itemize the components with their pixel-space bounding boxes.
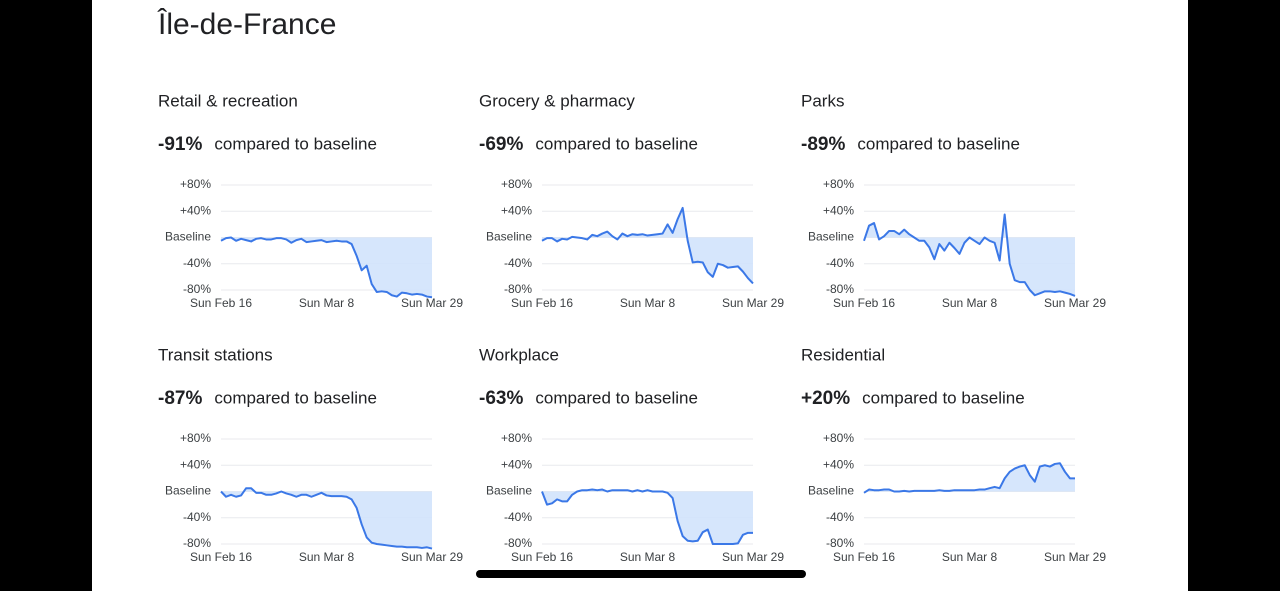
x-tick-label: Sun Mar 8 <box>620 296 676 310</box>
x-tick-label: Sun Feb 16 <box>511 550 573 564</box>
y-tick-label: Baseline <box>165 230 211 244</box>
headline-value: -63% <box>479 388 523 409</box>
headline-note: compared to baseline <box>857 134 1020 153</box>
y-tick-label: -80% <box>504 282 532 296</box>
y-tick-label: +40% <box>501 203 532 217</box>
x-tick-label: Sun Mar 29 <box>722 296 784 310</box>
headline-value: -69% <box>479 134 523 155</box>
x-tick-label: Sun Mar 29 <box>1044 296 1106 310</box>
y-tick-label: -80% <box>826 282 854 296</box>
x-tick-label: Sun Feb 16 <box>833 296 895 310</box>
headline-value: +20% <box>801 388 850 409</box>
y-tick-label: -40% <box>826 510 854 524</box>
chart-title: Residential <box>801 345 885 364</box>
shaded-area <box>221 488 432 549</box>
y-tick-label: +80% <box>823 177 854 191</box>
y-tick-label: Baseline <box>486 484 532 498</box>
y-tick-label: +80% <box>501 177 532 191</box>
headline-value: -91% <box>158 134 202 155</box>
data-line <box>541 488 753 545</box>
x-tick-label: Sun Mar 8 <box>299 296 355 310</box>
headline-note: compared to baseline <box>214 388 377 407</box>
x-tick-label: Sun Mar 29 <box>401 550 463 564</box>
chart-title: Grocery & pharmacy <box>479 91 635 110</box>
x-tick-label: Sun Mar 29 <box>722 550 784 564</box>
chart-title: Parks <box>801 91 844 110</box>
shaded-area <box>864 463 1075 493</box>
x-tick-label: Sun Mar 8 <box>942 296 998 310</box>
headline-value: -87% <box>158 388 202 409</box>
y-tick-label: +40% <box>823 457 854 471</box>
y-tick-label: +40% <box>180 203 211 217</box>
home-indicator <box>476 570 806 578</box>
headline-value: -89% <box>801 134 845 155</box>
x-tick-label: Sun Mar 8 <box>942 550 998 564</box>
y-tick-label: +80% <box>180 431 211 445</box>
y-tick-label: -80% <box>183 282 211 296</box>
shaded-area <box>221 237 432 298</box>
y-tick-label: -40% <box>504 256 532 270</box>
y-tick-label: -40% <box>504 510 532 524</box>
headline-note: compared to baseline <box>862 388 1025 407</box>
y-tick-label: +80% <box>823 431 854 445</box>
shaded-area <box>864 214 1075 296</box>
y-tick-label: +40% <box>501 457 532 471</box>
y-tick-label: -40% <box>826 256 854 270</box>
y-tick-label: +80% <box>501 431 532 445</box>
headline-note: compared to baseline <box>535 134 698 153</box>
shaded-area <box>542 207 753 284</box>
y-tick-label: +40% <box>823 203 854 217</box>
shaded-area <box>542 489 753 544</box>
x-tick-label: Sun Feb 16 <box>190 550 252 564</box>
y-tick-label: +40% <box>180 457 211 471</box>
x-tick-label: Sun Mar 29 <box>1044 550 1106 564</box>
page-title: Île-de-France <box>157 8 336 41</box>
data-line <box>220 236 433 299</box>
y-tick-label: -40% <box>183 256 211 270</box>
headline-note: compared to baseline <box>535 388 698 407</box>
data-line <box>863 462 1075 494</box>
y-tick-label: Baseline <box>486 230 532 244</box>
x-tick-label: Sun Feb 16 <box>833 550 895 564</box>
chart-title: Transit stations <box>158 345 273 364</box>
x-tick-label: Sun Feb 16 <box>511 296 573 310</box>
x-tick-label: Sun Feb 16 <box>190 296 252 310</box>
y-tick-label: Baseline <box>808 230 854 244</box>
data-line <box>541 206 754 285</box>
y-tick-label: -80% <box>183 536 211 550</box>
x-tick-label: Sun Mar 8 <box>299 550 355 564</box>
data-line <box>863 213 1076 297</box>
x-tick-label: Sun Mar 8 <box>620 550 676 564</box>
y-tick-label: -80% <box>826 536 854 550</box>
y-tick-label: Baseline <box>808 484 854 498</box>
chart-title: Retail & recreation <box>158 91 298 110</box>
y-tick-label: -80% <box>504 536 532 550</box>
x-tick-label: Sun Mar 29 <box>401 296 463 310</box>
y-tick-label: Baseline <box>165 484 211 498</box>
data-line <box>220 487 433 550</box>
y-tick-label: -40% <box>183 510 211 524</box>
chart-title: Workplace <box>479 345 559 364</box>
headline-note: compared to baseline <box>214 134 377 153</box>
y-tick-label: +80% <box>180 177 211 191</box>
